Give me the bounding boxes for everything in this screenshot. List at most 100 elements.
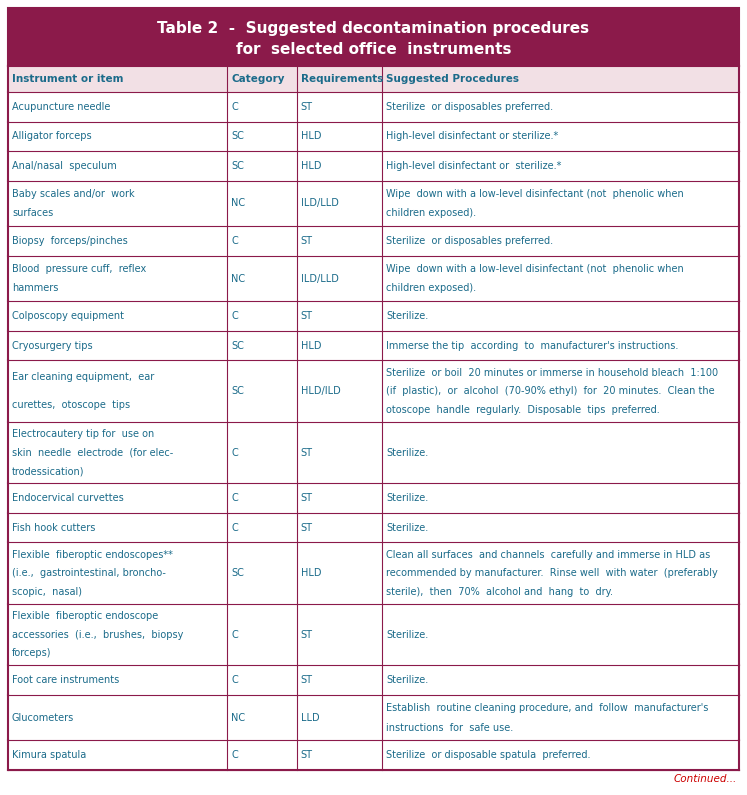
Text: forceps): forceps)	[12, 648, 52, 658]
Text: sterile),  then  70%  alcohol and  hang  to  dry.: sterile), then 70% alcohol and hang to d…	[386, 587, 613, 597]
Text: Sterilize.: Sterilize.	[386, 675, 429, 685]
Text: SC: SC	[232, 131, 244, 142]
Text: NC: NC	[232, 712, 246, 723]
Text: C: C	[232, 311, 238, 321]
Text: Electrocautery tip for  use on: Electrocautery tip for use on	[12, 429, 154, 439]
Text: Glucometers: Glucometers	[12, 712, 74, 723]
Bar	[8, 740, 739, 770]
Text: High-level disinfectant or  sterilize.*: High-level disinfectant or sterilize.*	[386, 161, 562, 171]
Text: recommended by manufacturer.  Rinse well  with water  (preferably: recommended by manufacturer. Rinse well …	[386, 568, 718, 578]
Text: Sterilize  or disposable spatula  preferred.: Sterilize or disposable spatula preferre…	[386, 750, 591, 760]
Text: Suggested Procedures: Suggested Procedures	[386, 74, 519, 84]
Text: Sterilize.: Sterilize.	[386, 630, 429, 640]
Text: SC: SC	[232, 161, 244, 171]
Text: Ear cleaning equipment,  ear: Ear cleaning equipment, ear	[12, 372, 154, 382]
Text: Anal/nasal  speculum: Anal/nasal speculum	[12, 161, 117, 171]
Text: children exposed).: children exposed).	[386, 208, 477, 219]
Bar	[8, 665, 739, 695]
Text: SC: SC	[232, 386, 244, 396]
Text: C: C	[232, 448, 238, 458]
Text: Requirements: Requirements	[301, 74, 383, 84]
Text: Instrument or item: Instrument or item	[12, 74, 123, 84]
Text: ST: ST	[301, 448, 313, 458]
Text: (if  plastic),  or  alcohol  (70-90% ethyl)  for  20 minutes.  Clean the: (if plastic), or alcohol (70-90% ethyl) …	[386, 386, 715, 396]
Text: (i.e.,  gastrointestinal, broncho-: (i.e., gastrointestinal, broncho-	[12, 568, 166, 578]
Text: C: C	[232, 236, 238, 246]
Text: ST: ST	[301, 236, 313, 246]
Text: Flexible  fiberoptic endoscope: Flexible fiberoptic endoscope	[12, 611, 158, 621]
Text: Sterilize.: Sterilize.	[386, 448, 429, 458]
Bar	[8, 301, 739, 331]
Text: trodessication): trodessication)	[12, 466, 84, 476]
Bar	[8, 331, 739, 360]
Text: C: C	[232, 675, 238, 685]
Text: children exposed).: children exposed).	[386, 284, 477, 293]
Text: curettes,  otoscope  tips: curettes, otoscope tips	[12, 400, 130, 410]
Text: Category: Category	[232, 74, 285, 84]
Text: Sterilize.: Sterilize.	[386, 522, 429, 533]
Text: scopic,  nasal): scopic, nasal)	[12, 587, 82, 597]
Text: ST: ST	[301, 630, 313, 640]
Text: Biopsy  forceps/pinches: Biopsy forceps/pinches	[12, 236, 128, 246]
Text: Acupuncture needle: Acupuncture needle	[12, 102, 111, 112]
Text: HLD: HLD	[301, 161, 321, 171]
Bar	[8, 542, 739, 604]
Text: ST: ST	[301, 311, 313, 321]
Bar	[8, 180, 739, 227]
Text: Wipe  down with a low-level disinfectant (not  phenolic when: Wipe down with a low-level disinfectant …	[386, 188, 684, 199]
Text: C: C	[232, 102, 238, 112]
Text: Fish hook cutters: Fish hook cutters	[12, 522, 96, 533]
Text: Wipe  down with a low-level disinfectant (not  phenolic when: Wipe down with a low-level disinfectant …	[386, 264, 684, 273]
Text: Baby scales and/or  work: Baby scales and/or work	[12, 188, 134, 199]
Text: ST: ST	[301, 102, 313, 112]
Text: hammers: hammers	[12, 284, 58, 293]
Text: for  selected office  instruments: for selected office instruments	[236, 42, 511, 57]
Text: High-level disinfectant or sterilize.*: High-level disinfectant or sterilize.*	[386, 131, 559, 142]
Text: SC: SC	[232, 568, 244, 578]
Text: ILD/LLD: ILD/LLD	[301, 199, 338, 208]
Text: Kimura spatula: Kimura spatula	[12, 750, 86, 760]
Bar	[8, 695, 739, 740]
Text: Continued...: Continued...	[674, 774, 737, 784]
Text: C: C	[232, 493, 238, 503]
Bar	[8, 227, 739, 256]
Text: ST: ST	[301, 750, 313, 760]
Text: Flexible  fiberoptic endoscopes**: Flexible fiberoptic endoscopes**	[12, 549, 173, 560]
Bar	[8, 513, 739, 542]
Text: ILD/LLD: ILD/LLD	[301, 273, 338, 284]
Text: NC: NC	[232, 273, 246, 284]
Bar	[8, 151, 739, 180]
Bar	[8, 8, 739, 66]
Bar	[8, 92, 739, 122]
Text: Sterilize.: Sterilize.	[386, 493, 429, 503]
Text: Clean all surfaces  and channels  carefully and immerse in HLD as: Clean all surfaces and channels carefull…	[386, 549, 710, 560]
Text: surfaces: surfaces	[12, 208, 53, 219]
Text: HLD/ILD: HLD/ILD	[301, 386, 341, 396]
Text: C: C	[232, 522, 238, 533]
Text: ST: ST	[301, 522, 313, 533]
Text: otoscope  handle  regularly.  Disposable  tips  preferred.: otoscope handle regularly. Disposable ti…	[386, 405, 660, 415]
Text: Sterilize  or disposables preferred.: Sterilize or disposables preferred.	[386, 236, 554, 246]
Text: Cryosurgery tips: Cryosurgery tips	[12, 341, 93, 351]
Text: HLD: HLD	[301, 131, 321, 142]
Text: Sterilize  or boil  20 minutes or immerse in household bleach  1:100: Sterilize or boil 20 minutes or immerse …	[386, 368, 719, 378]
Text: instructions  for  safe use.: instructions for safe use.	[386, 723, 513, 732]
Text: Establish  routine cleaning procedure, and  follow  manufacturer's: Establish routine cleaning procedure, an…	[386, 703, 709, 713]
Bar	[8, 422, 739, 483]
Bar	[8, 256, 739, 301]
Text: Foot care instruments: Foot care instruments	[12, 675, 120, 685]
Bar	[8, 483, 739, 513]
Text: Sterilize.: Sterilize.	[386, 311, 429, 321]
Text: Colposcopy equipment: Colposcopy equipment	[12, 311, 124, 321]
Text: LLD: LLD	[301, 712, 320, 723]
Text: accessories  (i.e.,  brushes,  biopsy: accessories (i.e., brushes, biopsy	[12, 630, 183, 640]
Text: skin  needle  electrode  (for elec-: skin needle electrode (for elec-	[12, 448, 173, 458]
Text: HLD: HLD	[301, 568, 321, 578]
Bar	[8, 360, 739, 422]
Text: C: C	[232, 630, 238, 640]
Text: ST: ST	[301, 493, 313, 503]
Text: Endocervical curvettes: Endocervical curvettes	[12, 493, 124, 503]
Text: HLD: HLD	[301, 341, 321, 351]
Text: Alligator forceps: Alligator forceps	[12, 131, 92, 142]
Text: NC: NC	[232, 199, 246, 208]
